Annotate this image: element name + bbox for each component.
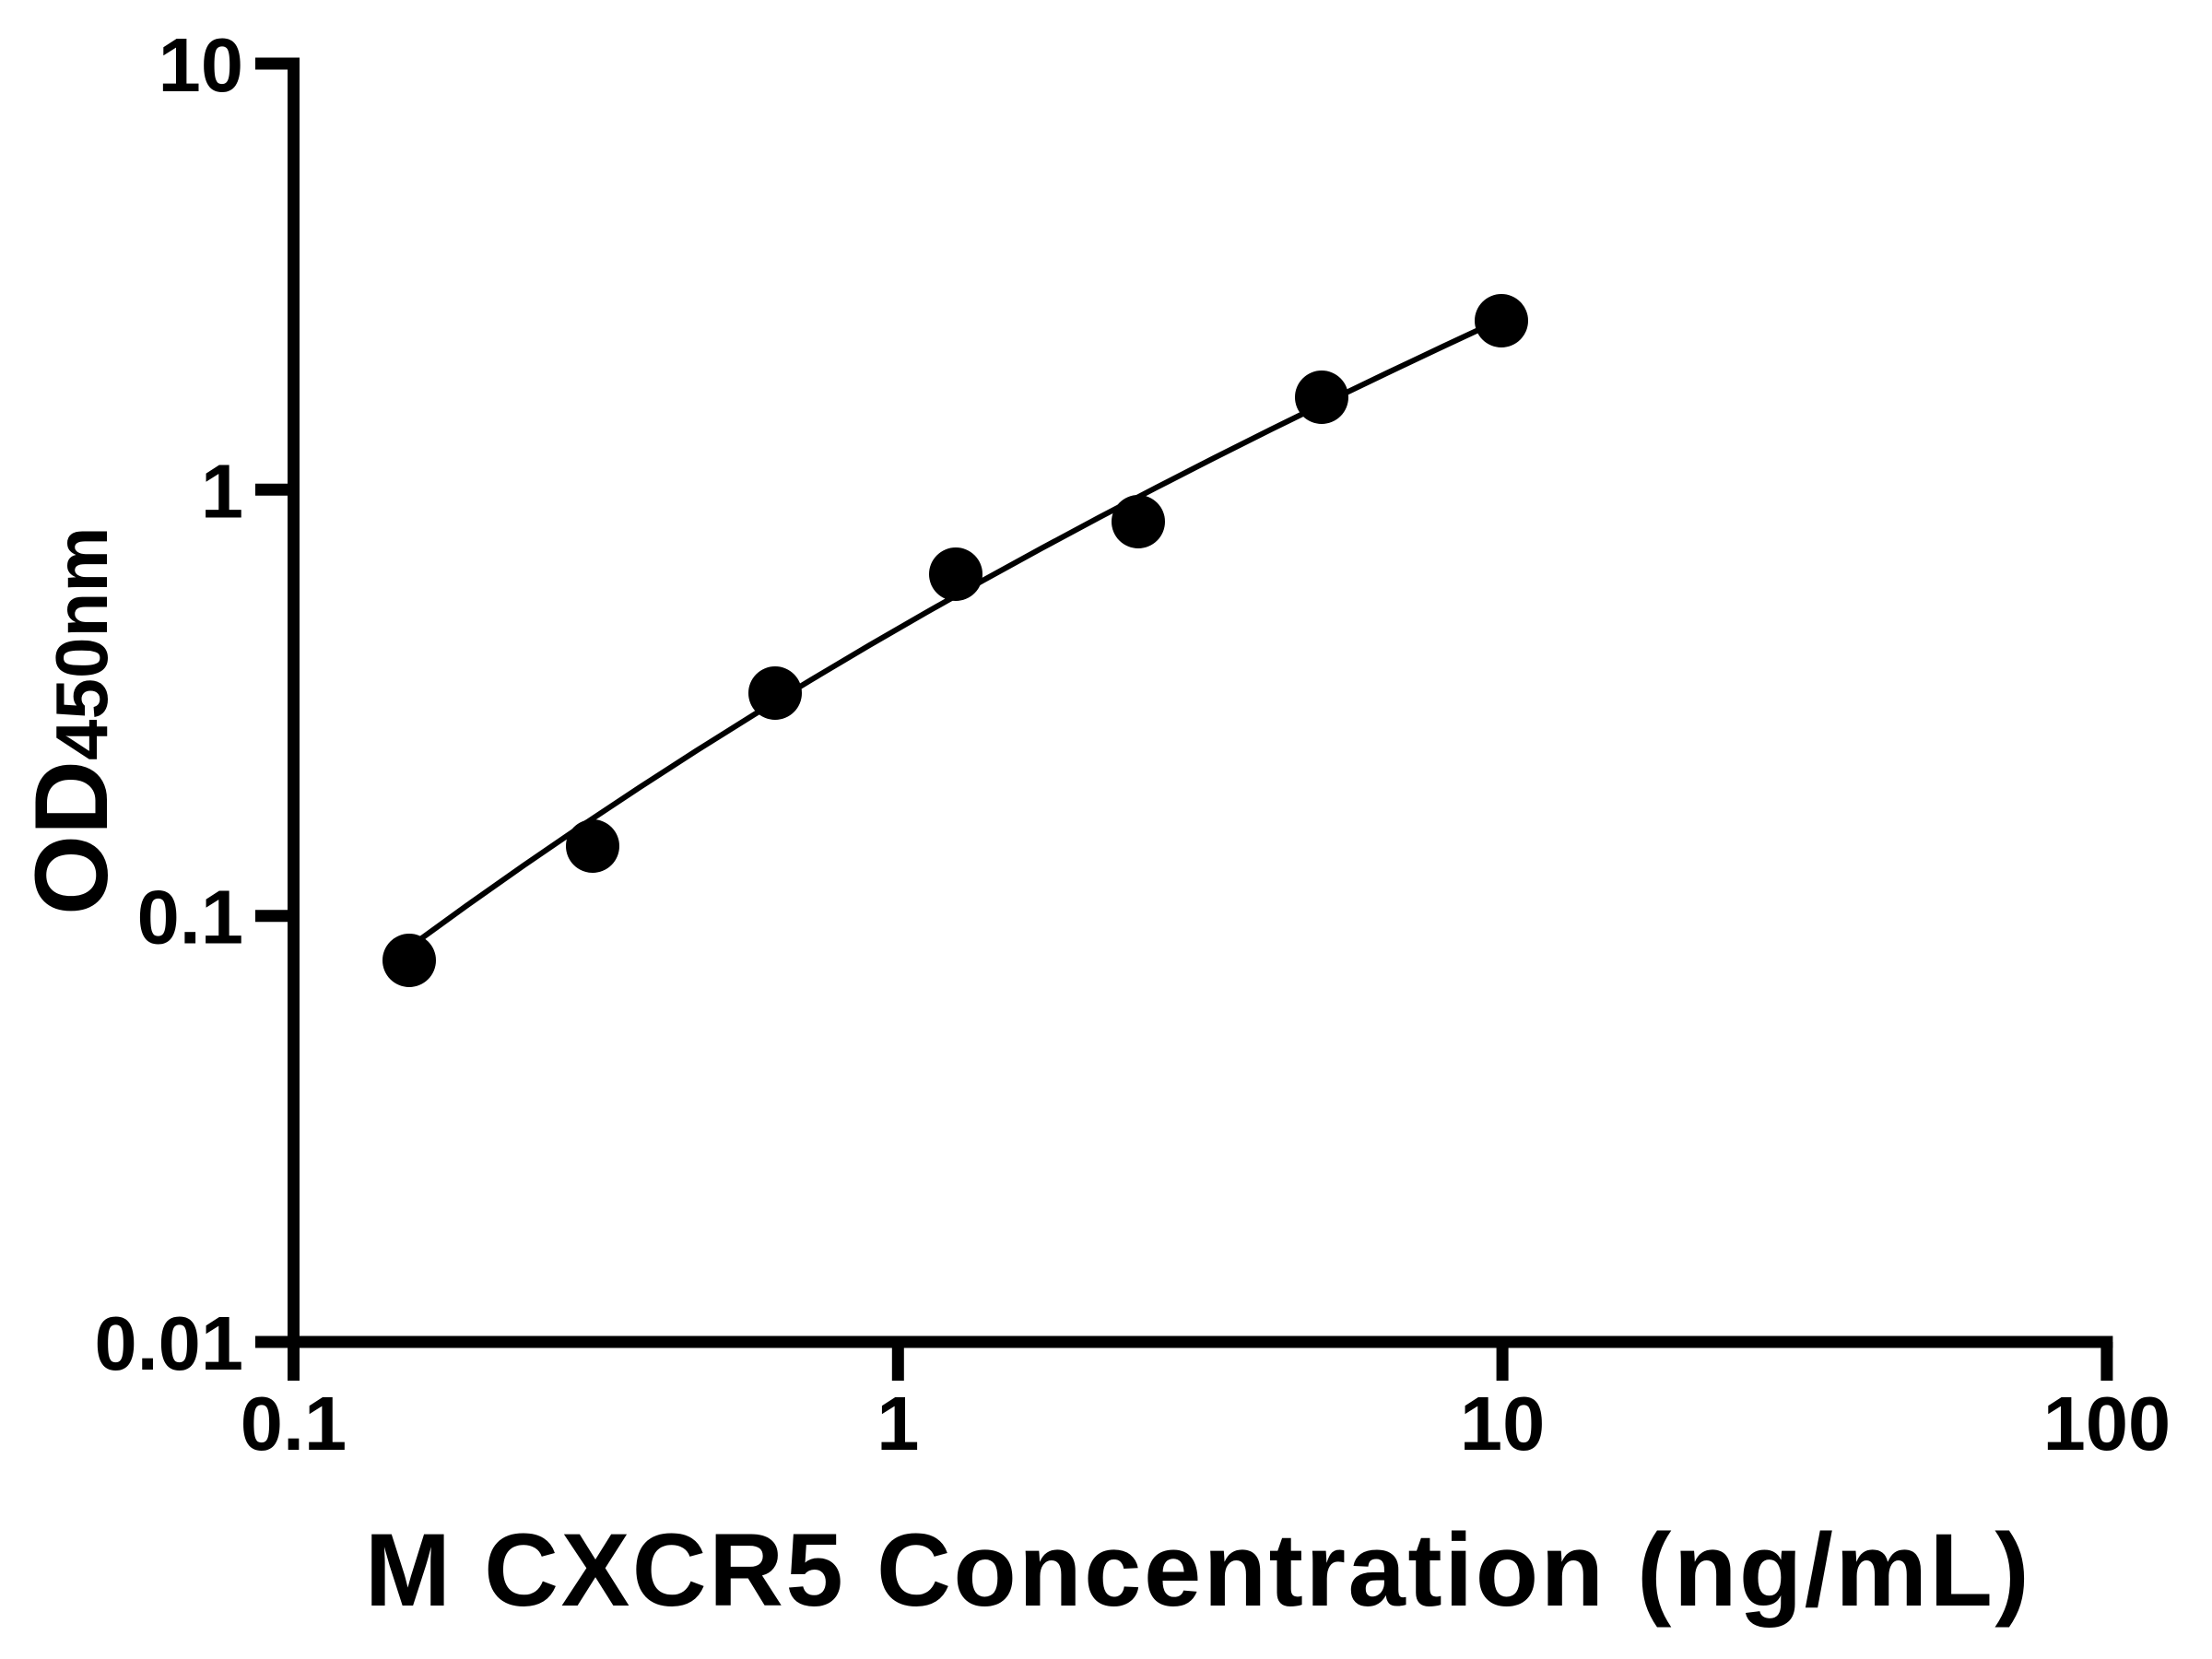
svg-text:100: 100 <box>2043 1381 2171 1466</box>
svg-text:0.1: 0.1 <box>241 1381 347 1466</box>
svg-text:M CXCR5 Concentration (ng/mL): M CXCR5 Concentration (ng/mL) <box>365 1512 2031 1628</box>
svg-text:10: 10 <box>159 22 243 108</box>
svg-text:0.01: 0.01 <box>94 1300 243 1386</box>
svg-text:10: 10 <box>1460 1381 1545 1466</box>
svg-text:1: 1 <box>877 1381 919 1466</box>
svg-text:1: 1 <box>201 448 243 534</box>
svg-text:0.1: 0.1 <box>137 875 243 960</box>
